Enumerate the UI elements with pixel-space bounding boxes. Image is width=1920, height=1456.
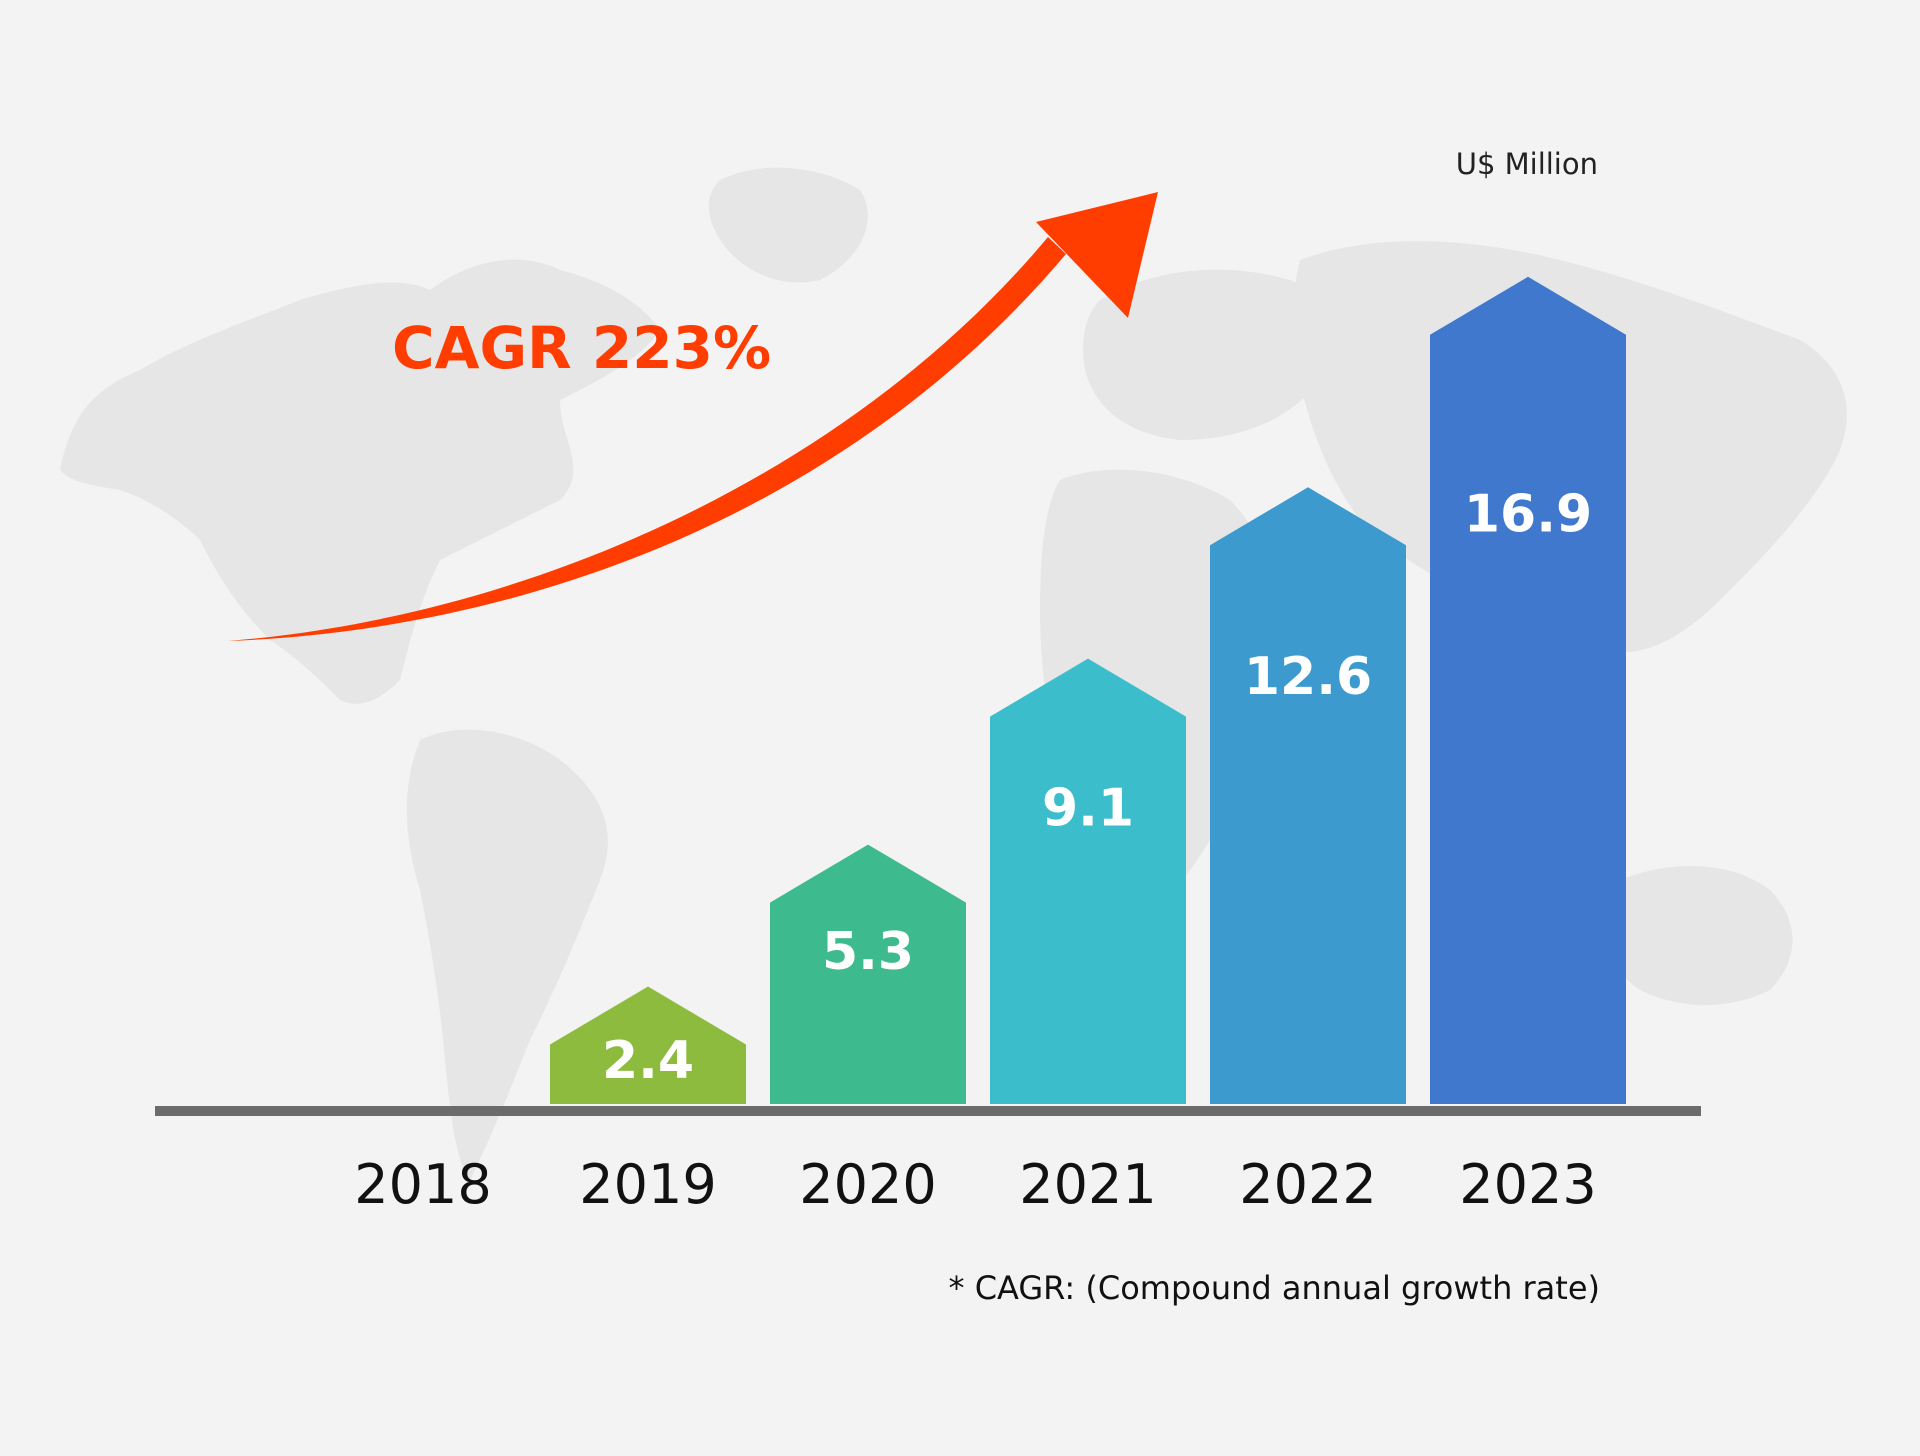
bar-value-label-2023: 16.9 [1464, 485, 1592, 545]
x-tick-label-2021: 2021 [1019, 1153, 1156, 1216]
bar-2023 [1430, 276, 1626, 1105]
x-tick-label-2019: 2019 [579, 1153, 716, 1216]
bars-group: 2.4 5.3 9.1 12.6 16.9 [550, 276, 1626, 1105]
bar-value-label-2022: 12.6 [1244, 647, 1372, 707]
map-north-america [60, 259, 660, 704]
bar-value-label-2021: 9.1 [1042, 779, 1134, 839]
bar-2021 [990, 658, 1186, 1104]
bar-2022 [1210, 487, 1406, 1104]
map-south-america [406, 729, 608, 1180]
x-tick-label-2018: 2018 [354, 1153, 491, 1216]
unit-label: U$ Million [1456, 147, 1598, 181]
map-greenland [708, 167, 868, 283]
map-australia [1603, 866, 1793, 1005]
footnote: * CAGR: (Compound annual growth rate) [949, 1269, 1600, 1307]
bar-value-label-2020: 5.3 [822, 922, 914, 982]
cagr-annotation: CAGR 223% [392, 314, 771, 382]
x-tick-label-2022: 2022 [1239, 1153, 1376, 1216]
map-europe [1083, 269, 1337, 440]
growth-arrow [228, 192, 1158, 641]
bar-value-label-2019: 2.4 [602, 1031, 694, 1091]
x-tick-labels: 2018 2019 2020 2021 2022 2023 [354, 1153, 1596, 1216]
x-tick-label-2020: 2020 [799, 1153, 936, 1216]
bar-2019 [550, 986, 746, 1104]
bar-2020 [770, 844, 966, 1104]
x-tick-label-2023: 2023 [1459, 1153, 1596, 1216]
growth-arrow-head [1036, 192, 1158, 318]
